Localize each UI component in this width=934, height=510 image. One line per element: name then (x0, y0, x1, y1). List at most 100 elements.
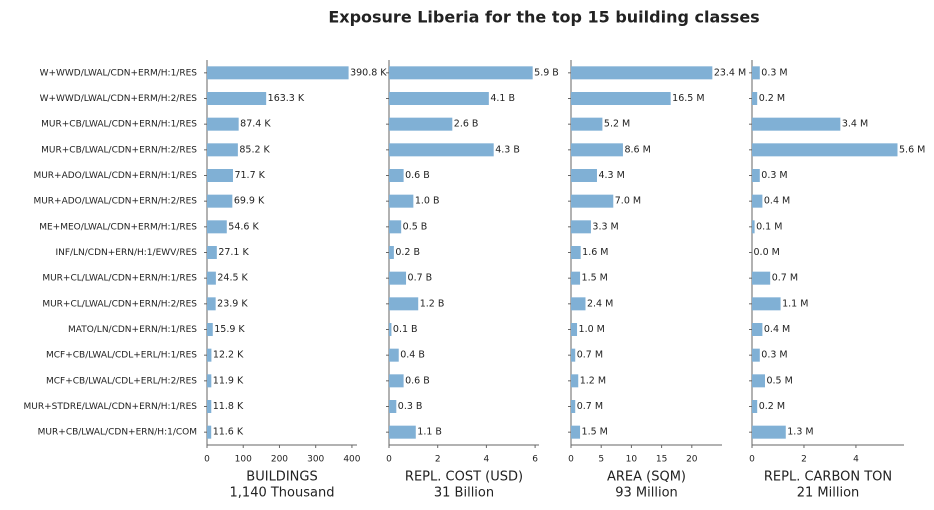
bar (389, 297, 419, 311)
value-label: 1.1 B (417, 427, 442, 438)
category-label: MUR+CL/LWAL/CDN+ERN/H:2/RES (42, 299, 197, 309)
x-tick-label: 2 (801, 455, 807, 465)
value-label: 15.9 K (214, 324, 245, 335)
value-label: 0.4 M (764, 196, 790, 207)
value-label: 163.3 K (268, 93, 305, 104)
value-label: 5.6 M (899, 144, 925, 155)
value-label: 1.1 M (782, 298, 808, 309)
chart-title: Exposure Liberia for the top 15 building… (328, 8, 759, 27)
bar (752, 92, 758, 105)
bar (389, 92, 489, 105)
category-label: MATO/LN/CDN+ERN/H:1/RES (68, 325, 197, 335)
bar (752, 194, 763, 208)
value-label: 0.7 M (772, 273, 798, 284)
bar (207, 297, 216, 311)
value-label: 0.7 M (577, 401, 603, 412)
category-label: ME+MEO/LWAL/CDN+ERM/H:1/RES (39, 222, 197, 232)
value-label: 0.6 B (405, 170, 430, 181)
x-axis-label: 31 Billion (434, 486, 494, 501)
bar (571, 297, 586, 311)
bar (389, 246, 394, 259)
bar (752, 400, 758, 413)
value-label: 1.5 M (582, 427, 608, 438)
x-tick-label: 4 (484, 455, 490, 465)
value-label: 23.4 M (714, 67, 746, 78)
bar (752, 169, 760, 182)
category-label: INF/LN/CDN+ERN/H:1/EWV/RES (55, 248, 197, 258)
value-label: 0.5 M (766, 375, 792, 386)
category-label: W+WWD/LWAL/CDN+ERM/H:2/RES (40, 94, 198, 104)
bar (752, 66, 760, 80)
bar (571, 400, 576, 413)
category-label: MUR+ADO/LWAL/CDN+ERN/H:1/RES (33, 171, 197, 181)
bar (571, 66, 713, 80)
value-label: 0.3 B (398, 401, 423, 412)
x-axis-label: REPL. COST (USD) (405, 470, 523, 485)
value-label: 0.7 B (408, 273, 433, 284)
value-label: 0.4 B (400, 350, 425, 361)
value-label: 24.5 K (217, 273, 248, 284)
value-label: 4.3 B (495, 144, 520, 155)
x-tick-label: 15 (656, 455, 667, 465)
bar (389, 220, 402, 234)
bar (207, 194, 233, 208)
bar (389, 66, 533, 80)
bar (207, 348, 212, 362)
bar (207, 92, 267, 105)
x-axis-label: 1,140 Thousand (230, 486, 335, 501)
bar (752, 374, 765, 388)
value-label: 0.3 M (761, 170, 787, 181)
value-label: 1.2 M (580, 375, 606, 386)
bar (571, 117, 603, 131)
bar (207, 323, 213, 336)
value-label: 11.9 K (213, 375, 244, 386)
value-label: 1.5 M (582, 273, 608, 284)
bar (752, 143, 898, 157)
value-label: 1.3 M (787, 427, 813, 438)
value-label: 54.6 K (228, 221, 259, 232)
bar (571, 425, 581, 439)
value-label: 2.6 B (454, 119, 479, 130)
value-label: 0.7 M (577, 350, 603, 361)
value-label: 71.7 K (234, 170, 265, 181)
value-label: 2.4 M (587, 298, 613, 309)
value-label: 1.6 M (582, 247, 608, 258)
bar (207, 425, 212, 439)
bar (752, 425, 786, 439)
category-label: MUR+CB/LWAL/CDN+ERN/H:1/RES (41, 120, 197, 130)
bar (389, 425, 416, 439)
x-tick-label: 0 (204, 455, 210, 465)
bar (752, 271, 771, 285)
bar (389, 194, 414, 208)
bar (207, 220, 227, 234)
value-label: 0.3 M (761, 67, 787, 78)
bar (571, 92, 671, 105)
bar (571, 374, 579, 388)
x-tick-label: 20 (686, 455, 698, 465)
bar (389, 143, 494, 157)
value-label: 0.1 B (393, 324, 418, 335)
value-label: 8.6 M (624, 144, 650, 155)
value-label: 0.2 B (395, 247, 420, 258)
bar (207, 374, 212, 388)
x-tick-label: 100 (235, 455, 252, 465)
x-axis-label: AREA (SQM) (607, 470, 686, 485)
x-axis-label: REPL. CARBON TON (764, 470, 892, 485)
category-label: MCF+CB/LWAL/CDL+ERL/H:1/RES (46, 351, 197, 361)
value-label: 0.1 M (756, 221, 782, 232)
bar (752, 297, 781, 311)
value-label: 1.2 B (420, 298, 445, 309)
value-label: 69.9 K (234, 196, 265, 207)
value-label: 5.9 B (534, 67, 559, 78)
bar (571, 348, 576, 362)
bar (207, 400, 212, 413)
value-label: 16.5 M (672, 93, 704, 104)
bar (207, 246, 217, 259)
value-label: 27.1 K (218, 247, 249, 258)
bar (207, 143, 238, 157)
category-label: MUR+CL/LWAL/CDN+ERN/H:1/RES (42, 274, 197, 284)
value-label: 0.4 M (764, 324, 790, 335)
bar (389, 400, 397, 413)
value-label: 11.6 K (213, 427, 244, 438)
